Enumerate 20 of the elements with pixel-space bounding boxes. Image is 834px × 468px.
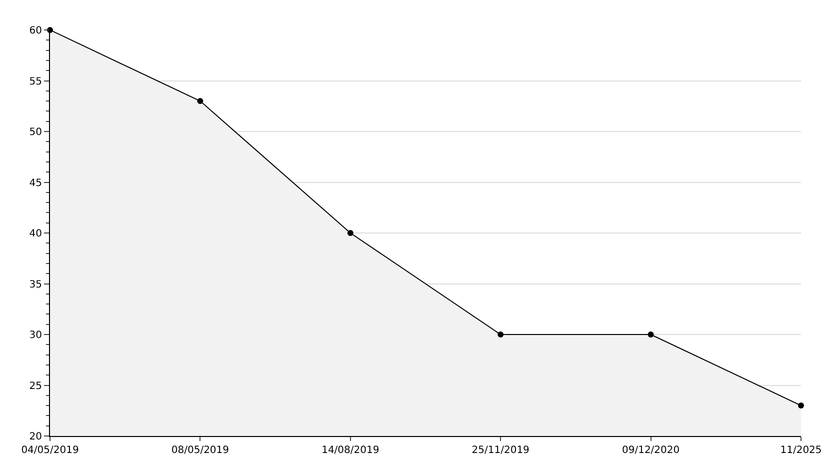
x-tick-label: 08/05/2019 bbox=[171, 445, 230, 456]
point bbox=[498, 332, 504, 338]
y-tick-label: 60 bbox=[29, 26, 42, 36]
y-tick-label: 20 bbox=[29, 432, 42, 442]
x-tick-label: 25/11/2019 bbox=[472, 445, 530, 456]
y-tick-label: 55 bbox=[29, 76, 42, 88]
x-tick-label: 09/12/2020 bbox=[622, 445, 680, 456]
x-tick-label: 04/05/2019 bbox=[21, 445, 79, 456]
y-tick-label: 50 bbox=[29, 127, 42, 138]
y-tick-label: 25 bbox=[29, 380, 42, 392]
y-tick-label: 40 bbox=[29, 228, 42, 240]
y-tick-label: 35 bbox=[29, 279, 42, 290]
point bbox=[347, 230, 354, 236]
y-tick-label: 45 bbox=[29, 178, 42, 189]
y-tick-label: 30 bbox=[29, 330, 42, 341]
x-tick-label: 11/2025 bbox=[780, 445, 822, 456]
x-tick-label: 14/08/2019 bbox=[322, 445, 380, 456]
point bbox=[648, 332, 654, 338]
point bbox=[798, 402, 804, 409]
point bbox=[197, 98, 204, 104]
